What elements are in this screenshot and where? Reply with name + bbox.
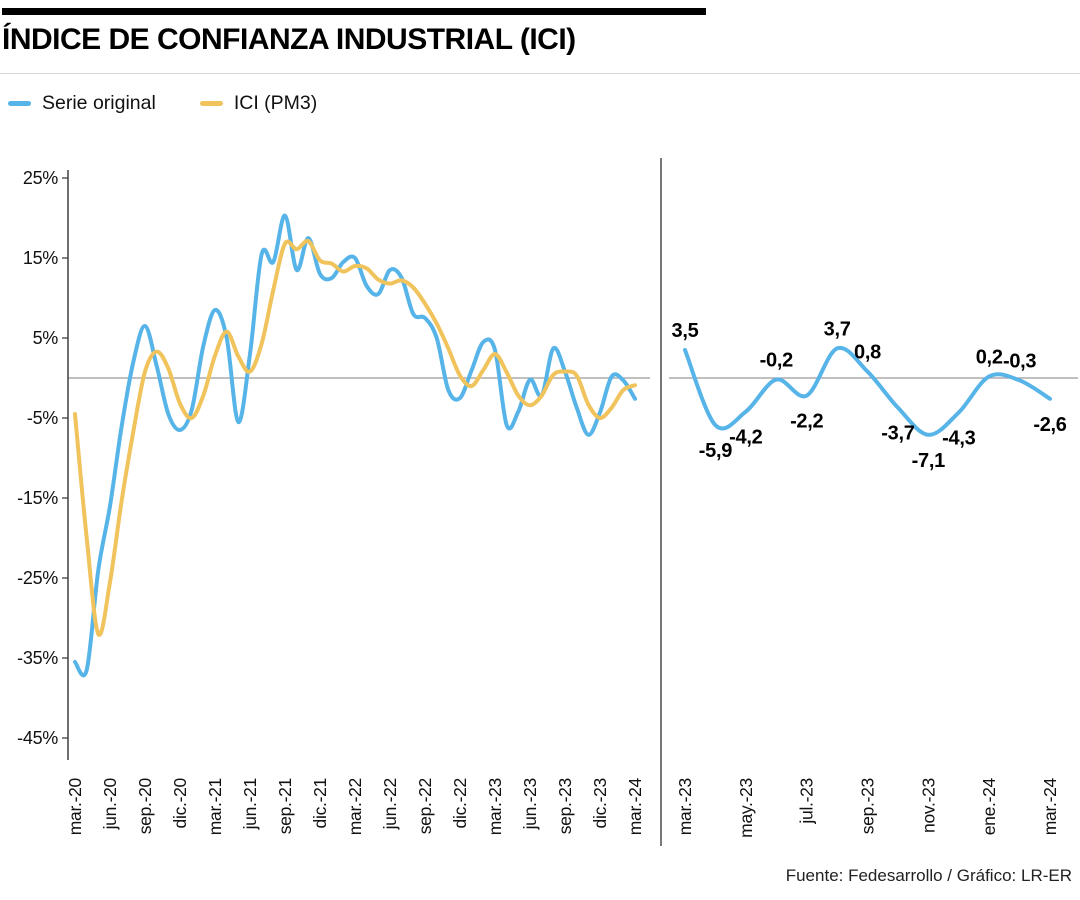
legend-item-serie-original: Serie original <box>8 92 156 115</box>
main-chart: 25% 15% 5% -5% -15% -25% -35% -45% mar.-20 jun.-2… <box>17 168 650 835</box>
data-label: -2,2 <box>790 411 823 433</box>
y-tick-label: 15% <box>23 248 58 268</box>
x-tick-label: mar.-24 <box>625 777 645 835</box>
legend: Serie original ICI (PM3) <box>8 92 317 115</box>
y-tick-label: 25% <box>23 168 58 188</box>
x-tick-label: mar.-23 <box>675 778 695 835</box>
data-label: -7,1 <box>912 450 945 472</box>
legend-item-ici-pm3: ICI (PM3) <box>199 92 318 115</box>
x-tick-label: sep.-23 <box>555 778 575 834</box>
data-label: -4,2 <box>729 427 762 449</box>
panel-divider <box>660 158 662 846</box>
data-label: -4,3 <box>942 427 975 449</box>
x-tick-label: nov.-23 <box>918 778 938 833</box>
serie-original-detalle-line <box>683 345 1052 437</box>
x-tick-label: mar.-21 <box>205 778 225 835</box>
x-tick-label: sep.-21 <box>275 778 295 834</box>
ici-pm3-dash-icon <box>199 101 223 106</box>
y-tick-label: -35% <box>17 648 58 668</box>
title-divider <box>0 73 1080 74</box>
x-tick-label: sep.-20 <box>135 777 155 834</box>
x-tick-label: sep.-22 <box>415 778 435 834</box>
x-tick-label: mar.-22 <box>345 778 365 835</box>
serie-original-line <box>73 213 637 678</box>
serie-original-dash-icon <box>8 101 31 106</box>
page-title: ÍNDICE DE CONFIANZA INDUSTRIAL (ICI) <box>2 23 576 56</box>
x-tick-label: jun.-22 <box>380 778 400 830</box>
x-tick-label: mar.-20 <box>65 777 85 835</box>
x-tick-label: dic.-22 <box>450 778 470 828</box>
data-label: -3,7 <box>881 423 914 445</box>
x-tick-label: may.-23 <box>736 778 756 838</box>
x-tick-label: dic.-21 <box>310 778 330 828</box>
ici-pm3-line <box>73 239 637 637</box>
x-tick-label: jun.-21 <box>240 778 260 830</box>
legend-label-ici-pm3: ICI (PM3) <box>233 92 318 114</box>
data-label: -0,3 <box>1003 350 1036 372</box>
y-tick-label: -15% <box>17 488 58 508</box>
x-tick-label: dic.-23 <box>590 778 610 828</box>
data-label: -2,6 <box>1033 414 1066 436</box>
y-tick-label: 5% <box>33 328 59 348</box>
top-accent-bar <box>2 8 706 15</box>
x-tick-label: sep.-23 <box>858 778 878 834</box>
data-label: -5,9 <box>699 440 732 462</box>
data-label: 0,2 <box>976 346 1003 368</box>
x-tick-label: mar.-23 <box>485 778 505 835</box>
x-tick-label: jun.-23 <box>520 778 540 830</box>
legend-label-serie-original: Serie original <box>42 92 156 114</box>
data-label: 0,8 <box>854 342 881 364</box>
x-tick-label: mar.-24 <box>1040 777 1060 835</box>
y-tick-label: -45% <box>17 728 58 748</box>
detail-chart: mar.-23 may.-23 jul.-23 sep.-23 nov.-23 ene.-… <box>669 318 1078 838</box>
data-label: 3,7 <box>824 318 851 340</box>
y-tick-label: -25% <box>17 568 58 588</box>
data-label: -0,2 <box>760 350 793 372</box>
source-credit: Fuente: Fedesarrollo / Gráfico: LR-ER <box>785 866 1072 885</box>
data-label: 3,5 <box>672 320 699 342</box>
y-tick-label: -5% <box>27 408 58 428</box>
x-tick-label: jun.-20 <box>100 777 120 830</box>
x-tick-label: dic.-20 <box>170 777 190 828</box>
x-tick-label: jul.-23 <box>797 778 817 825</box>
x-tick-label: ene.-24 <box>979 777 999 835</box>
